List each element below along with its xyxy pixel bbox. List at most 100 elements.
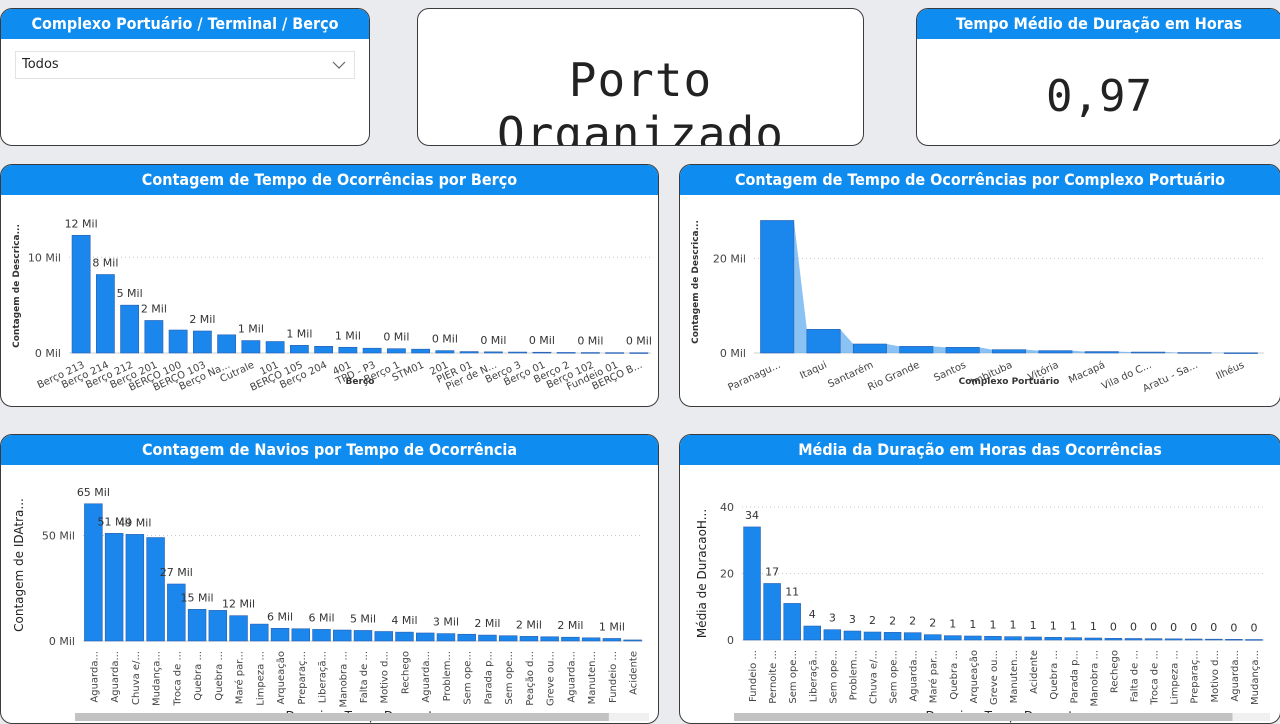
bar[interactable] [581,353,599,354]
bar[interactable] [1224,353,1257,354]
bar[interactable] [904,633,921,640]
bar[interactable] [964,636,981,640]
bar[interactable] [853,344,886,353]
bar[interactable] [946,347,979,353]
y-tick-label: 20 Mil [713,252,746,265]
bar[interactable] [271,628,289,641]
bar[interactable] [436,351,454,353]
bar[interactable] [1178,353,1211,354]
bar[interactable] [561,637,579,641]
bar[interactable] [1185,639,1202,640]
bar[interactable] [1005,637,1022,640]
bar[interactable] [509,352,527,353]
bar[interactable] [844,631,861,640]
bar[interactable] [105,533,123,641]
bar[interactable] [1246,640,1263,641]
bar[interactable] [520,636,538,641]
bar[interactable] [1205,639,1222,640]
bar[interactable] [1131,352,1164,353]
bar[interactable] [412,349,430,353]
complexo-dropdown[interactable]: Todos [15,51,355,79]
bar[interactable] [1125,639,1142,640]
bar[interactable] [396,632,414,641]
bar[interactable] [557,352,575,353]
bar[interactable] [145,320,163,353]
bar[interactable] [824,630,841,640]
bar[interactable] [1165,639,1182,640]
bar[interactable] [1065,638,1082,640]
x-tick-label: Maré par... [234,651,246,704]
bar[interactable] [944,636,961,640]
bar[interactable] [315,346,333,353]
slicer-title: Complexo Portuário / Terminal / Berço [1,9,369,39]
bar[interactable] [479,635,497,641]
bar[interactable] [1225,639,1242,640]
scrollbar-thumb[interactable] [75,713,609,721]
bar[interactable] [218,335,236,353]
x-tick-label: Liberaçã... [808,650,819,702]
bar[interactable] [126,534,144,641]
bar[interactable] [784,603,801,640]
bar[interactable] [1039,351,1072,353]
bar[interactable] [764,583,781,640]
bar[interactable] [193,331,211,353]
data-label: 0 [1250,622,1257,635]
bar[interactable] [96,275,114,353]
x-tick-label: Liberaçã... [318,651,329,703]
bar[interactable] [603,638,621,641]
bar[interactable] [460,352,478,353]
bar[interactable] [1045,637,1062,640]
data-label: 0 Mil [383,331,409,344]
bar[interactable] [484,352,502,353]
bar[interactable] [884,632,901,640]
bar[interactable] [760,220,793,353]
bar[interactable] [339,347,357,353]
y-tick-label: 50 Mil [42,529,75,542]
bar[interactable] [375,632,393,642]
bar[interactable] [606,353,624,354]
bar[interactable] [1145,639,1162,640]
bar[interactable] [807,329,840,353]
bar[interactable] [985,636,1002,640]
bar[interactable] [290,345,308,353]
bar[interactable] [188,609,206,641]
bar[interactable] [416,633,434,641]
bar[interactable] [354,630,372,641]
bar[interactable] [1085,352,1118,353]
bar[interactable] [624,640,642,641]
bar[interactable] [804,626,821,640]
bar[interactable] [266,342,284,353]
data-label: 1 [1030,619,1037,632]
bar[interactable] [242,341,260,353]
bar[interactable] [1085,638,1102,640]
bar[interactable] [363,348,381,353]
bar[interactable] [1025,637,1042,640]
bar[interactable] [121,305,139,353]
scrollbar-thumb[interactable] [734,713,1232,721]
bar[interactable] [992,350,1025,353]
bar[interactable] [169,330,187,353]
bar[interactable] [209,610,227,641]
bar[interactable] [630,353,648,354]
bar[interactable] [900,346,933,353]
bar[interactable] [292,629,310,641]
bar[interactable] [499,636,517,641]
bar[interactable] [1105,638,1122,640]
bar[interactable] [387,349,405,353]
x-tick-label: Rechego [400,651,411,694]
bar[interactable] [458,634,476,641]
bar[interactable] [541,637,559,641]
bar[interactable] [864,632,881,640]
bar[interactable] [333,630,351,641]
bar[interactable] [147,538,165,641]
bar[interactable] [744,527,761,640]
data-label: 11 [785,585,799,598]
bar[interactable] [533,352,551,353]
bar[interactable] [230,616,248,641]
bar[interactable] [72,235,90,353]
bar[interactable] [924,635,941,640]
bar[interactable] [582,638,600,641]
bar[interactable] [437,634,455,641]
bar[interactable] [250,624,268,641]
bar[interactable] [313,629,331,641]
